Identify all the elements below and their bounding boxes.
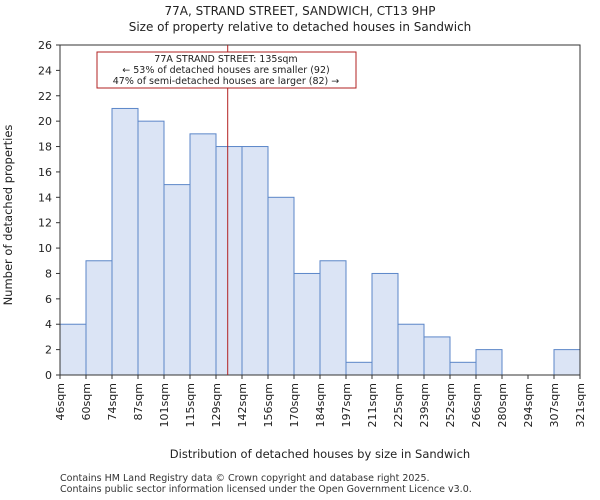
bar-156sqm <box>267 196 295 376</box>
x-tick-label: 101sqm <box>158 383 171 427</box>
x-tick-label: 115sqm <box>184 383 197 427</box>
bar-307sqm <box>553 349 581 376</box>
bar-60sqm <box>85 260 113 376</box>
bar-101sqm <box>163 184 191 376</box>
bar-252sqm <box>449 361 477 376</box>
bar-74sqm <box>111 107 139 376</box>
bar-115sqm <box>189 133 217 376</box>
annotation-box <box>96 51 357 89</box>
annotation-line-address: 77A STRAND STREET: 135sqm <box>154 54 297 65</box>
x-tick-label: 184sqm <box>314 383 327 427</box>
bar-197sqm <box>345 361 373 376</box>
y-tick-label: 14 <box>38 191 52 204</box>
x-tick-label: 280sqm <box>496 383 509 427</box>
y-tick-label: 16 <box>38 166 52 179</box>
x-tick-label: 142sqm <box>236 383 249 427</box>
x-axis-label: Distribution of detached houses by size … <box>170 447 470 461</box>
y-axis-label: Number of detached properties <box>1 125 15 306</box>
x-tick-label: 252sqm <box>444 383 457 427</box>
plot-frame <box>59 44 581 376</box>
x-tick-label: 74sqm <box>106 383 119 420</box>
x-tick-label: 156sqm <box>262 383 275 427</box>
y-tick-label: 22 <box>38 90 52 103</box>
x-tick-label: 46sqm <box>54 383 67 420</box>
chart-title: 77A, STRAND STREET, SANDWICH, CT13 9HP <box>164 4 436 18</box>
y-tick-label: 0 <box>45 369 52 382</box>
x-tick-label: 170sqm <box>288 383 301 427</box>
bar-142sqm <box>241 146 269 376</box>
y-tick-label: 4 <box>45 318 52 331</box>
x-tick-label: 87sqm <box>132 383 145 420</box>
bar-225sqm <box>397 323 425 376</box>
y-tick-label: 2 <box>45 344 52 357</box>
bar-266sqm <box>475 349 503 376</box>
bar-170sqm <box>293 272 321 376</box>
x-tick-label: 211sqm <box>366 383 379 427</box>
bar-129sqm <box>215 146 243 376</box>
y-tick-label: 8 <box>45 267 52 280</box>
bar-211sqm <box>371 272 399 376</box>
y-tick-label: 12 <box>38 217 52 230</box>
y-tick-label: 24 <box>38 64 52 77</box>
annotation-line-larger: 47% of semi-detached houses are larger (… <box>113 76 340 87</box>
x-tick-label: 266sqm <box>470 383 483 427</box>
x-tick-label: 321sqm <box>574 383 587 427</box>
bar-46sqm <box>59 323 87 376</box>
x-tick-label: 239sqm <box>418 383 431 427</box>
bar-87sqm <box>137 120 165 376</box>
x-tick-label: 225sqm <box>392 383 405 427</box>
bar-184sqm <box>319 260 347 376</box>
x-axis: 46sqm 60sqm 74sqm 87sqm 101sqm 115sqm 129sqm 14… <box>54 375 587 427</box>
annotation-line-smaller: ← 53% of detached houses are smaller (92… <box>122 65 329 76</box>
y-tick-label: 18 <box>38 141 52 154</box>
x-tick-label: 197sqm <box>340 383 353 427</box>
footer-line-1: Contains HM Land Registry data © Crown c… <box>60 473 430 484</box>
footer-line-2: Contains public sector information licen… <box>60 484 472 495</box>
bars-group <box>59 107 581 376</box>
x-tick-label: 60sqm <box>80 383 93 420</box>
y-tick-label: 10 <box>38 242 52 255</box>
y-tick-label: 26 <box>38 39 52 52</box>
y-tick-label: 20 <box>38 115 52 128</box>
x-tick-label: 129sqm <box>210 383 223 427</box>
y-tick-label: 6 <box>45 293 52 306</box>
chart-subtitle: Size of property relative to detached ho… <box>128 20 472 34</box>
x-tick-label: 294sqm <box>522 383 535 427</box>
bar-239sqm <box>423 336 451 376</box>
x-tick-label: 307sqm <box>548 383 561 427</box>
